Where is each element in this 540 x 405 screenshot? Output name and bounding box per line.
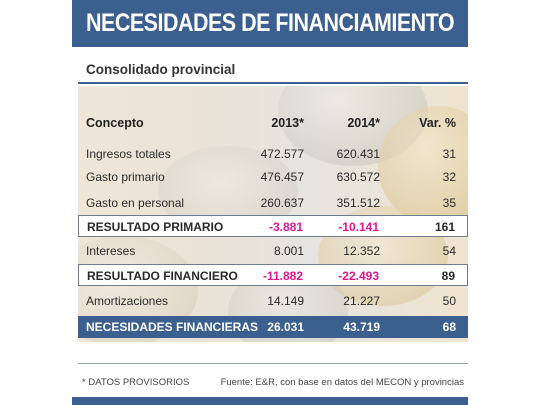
source-note: Fuente: E&R, con base en datos del MECON…: [220, 377, 464, 388]
table-row: Gasto primario 476.457 630.572 32: [78, 166, 468, 188]
row-value-2014: 43.719: [343, 320, 380, 334]
footnote: * DATOS PROVISORIOS: [82, 377, 190, 388]
row-variation: 68: [442, 320, 456, 334]
row-concept: Amortizaciones: [86, 294, 169, 308]
table-row: Gasto en personal 260.637 351.512 35: [78, 192, 468, 214]
row-variation: 35: [442, 196, 456, 210]
footer-divider: [78, 363, 468, 364]
row-value-2013: 476.457: [260, 170, 304, 184]
row-value-2014: 351.512: [336, 196, 380, 210]
row-value-2013: 8.001: [273, 244, 304, 258]
row-value-2013: 472.577: [260, 147, 304, 161]
row-value-2013: -11.882: [262, 269, 303, 283]
row-value-2013: 26.031: [267, 320, 304, 334]
row-concept: Intereses: [86, 244, 136, 258]
header-2013: 2013*: [271, 116, 304, 130]
row-variation: 31: [442, 147, 456, 161]
row-concept: Gasto en personal: [86, 196, 185, 210]
row-value-2014: 21.227: [343, 294, 380, 308]
table-header: Concepto 2013* 2014* Var. %: [78, 112, 468, 134]
table-row: RESULTADO FINANCIERO -11.882 -22.493 89: [78, 264, 468, 286]
coins-background-image: [78, 86, 468, 342]
row-concept: Gasto primario: [86, 170, 165, 184]
row-variation: 161: [434, 220, 455, 234]
row-value-2014: 630.572: [336, 170, 380, 184]
table-row: Ingresos totales 472.577 620.431 31: [78, 143, 468, 165]
row-value-2014: 620.431: [336, 147, 380, 161]
header-var: Var. %: [419, 116, 456, 130]
row-variation: 50: [442, 294, 456, 308]
row-value-2013: 260.637: [260, 196, 304, 210]
row-concept: NECESIDADES FINANCIERAS: [86, 320, 259, 334]
table-row: NECESIDADES FINANCIERAS 26.031 43.719 68: [78, 316, 468, 338]
header-concepto: Concepto: [86, 116, 144, 130]
header-2014: 2014*: [347, 116, 380, 130]
bottom-bar: [72, 397, 468, 405]
row-concept: RESULTADO PRIMARIO: [87, 220, 224, 234]
row-value-2014: -22.493: [338, 269, 379, 283]
subtitle-divider: [78, 82, 468, 84]
row-value-2014: -10.141: [338, 220, 379, 234]
row-value-2014: 12.352: [343, 244, 380, 258]
row-concept: RESULTADO FINANCIERO: [87, 269, 238, 283]
row-variation: 89: [441, 269, 455, 283]
table-row: Intereses 8.001 12.352 54: [78, 240, 468, 262]
table-row: Amortizaciones 14.149 21.227 50: [78, 290, 468, 312]
row-value-2013: 14.149: [267, 294, 304, 308]
row-value-2013: -3.881: [268, 220, 303, 234]
page-title: NECESIDADES DE FINANCIAMIENTO: [86, 9, 455, 37]
infographic-card: NECESIDADES DE FINANCIAMIENTO Consolidad…: [72, 0, 468, 405]
row-concept: Ingresos totales: [86, 147, 171, 161]
row-variation: 32: [442, 170, 456, 184]
table-row: RESULTADO PRIMARIO -3.881 -10.141 161: [78, 215, 468, 237]
subtitle: Consolidado provincial: [86, 62, 236, 77]
title-banner: NECESIDADES DE FINANCIAMIENTO: [72, 0, 468, 47]
row-variation: 54: [442, 244, 456, 258]
